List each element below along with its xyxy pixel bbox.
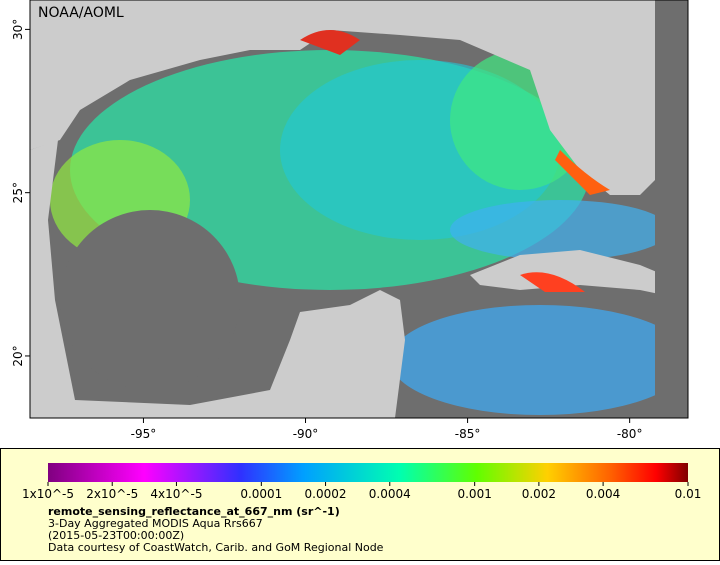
no-data (60, 210, 240, 390)
color-tick-label: 0.004 (586, 487, 620, 501)
map (30, 0, 688, 418)
credit: NOAA/AOML (38, 5, 124, 21)
color-tick-label: 0.002 (522, 487, 556, 501)
lon-tick-label: -90° (293, 427, 319, 441)
data-field (520, 272, 585, 292)
time: (2015-05-23T00:00:00Z) (48, 529, 184, 542)
lat-tick-label: 30° (11, 19, 25, 40)
data-field (390, 305, 688, 415)
color-tick-label: 2x10^-5 (86, 487, 138, 501)
no-data (655, 0, 688, 418)
color-tick-label: 1x10^-5 (22, 487, 74, 501)
map-frame (29, 0, 689, 419)
color-bar (48, 463, 688, 482)
color-tick-label: 0.0002 (305, 487, 347, 501)
land (30, 140, 405, 418)
lon-tick-label: -95° (131, 427, 157, 441)
lon-tick-label: -80° (617, 427, 643, 441)
lon-tick-label: -85° (455, 427, 481, 441)
lat-tick-label: 20° (11, 345, 25, 366)
color-tick-label: 0.001 (457, 487, 491, 501)
variable: remote_sensing_reflectance_at_667_nm (sr… (48, 505, 340, 518)
dataset: 3-Day Aggregated MODIS Aqua Rrs667 (48, 517, 263, 530)
data-field (300, 30, 360, 55)
land (470, 250, 688, 300)
color-tick-label: 4x10^-5 (150, 487, 202, 501)
land (30, 0, 655, 195)
color-tick-label: 0.0004 (369, 487, 411, 501)
color-tick-label: 0.01 (675, 487, 702, 501)
data-field (555, 150, 610, 195)
lat-tick-label: 25° (11, 182, 25, 203)
data-field (450, 200, 670, 260)
source: Data courtesy of CoastWatch, Carib. and … (48, 541, 384, 554)
color-tick-label: 0.0001 (240, 487, 282, 501)
